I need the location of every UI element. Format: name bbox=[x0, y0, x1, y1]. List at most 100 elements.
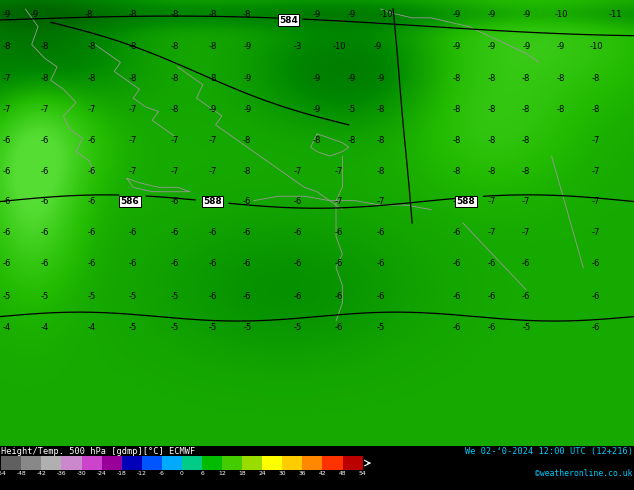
Text: -9: -9 bbox=[376, 74, 385, 82]
Text: -9: -9 bbox=[313, 105, 321, 114]
Text: -6: -6 bbox=[592, 323, 600, 332]
Text: -5: -5 bbox=[87, 292, 96, 301]
Text: -8: -8 bbox=[170, 74, 179, 82]
Text: -10: -10 bbox=[332, 42, 346, 51]
Text: -5: -5 bbox=[170, 323, 179, 332]
Text: -8: -8 bbox=[376, 105, 385, 114]
Bar bbox=[323, 457, 342, 470]
Text: -9: -9 bbox=[243, 42, 252, 51]
Text: -6: -6 bbox=[243, 260, 252, 269]
Text: -9: -9 bbox=[243, 105, 252, 114]
Text: -8: -8 bbox=[129, 74, 138, 82]
Text: -10: -10 bbox=[380, 10, 394, 19]
Text: -8: -8 bbox=[170, 42, 179, 51]
Text: -9: -9 bbox=[208, 105, 217, 114]
Text: -6: -6 bbox=[592, 292, 600, 301]
Text: -12: -12 bbox=[137, 471, 146, 476]
Bar bbox=[242, 457, 262, 470]
Text: -7: -7 bbox=[2, 105, 11, 114]
Text: -6: -6 bbox=[452, 323, 461, 332]
Text: -6: -6 bbox=[376, 260, 385, 269]
Text: -7: -7 bbox=[452, 197, 461, 206]
Text: -6: -6 bbox=[170, 197, 179, 206]
Text: -48: -48 bbox=[16, 471, 26, 476]
Text: -6: -6 bbox=[452, 292, 461, 301]
Text: -9: -9 bbox=[452, 10, 461, 19]
Text: -8: -8 bbox=[452, 105, 461, 114]
Text: -6: -6 bbox=[487, 292, 496, 301]
Text: -7: -7 bbox=[592, 197, 600, 206]
Text: -8: -8 bbox=[243, 167, 252, 176]
Text: -6: -6 bbox=[208, 260, 217, 269]
Text: -7: -7 bbox=[592, 228, 600, 237]
Text: -6: -6 bbox=[170, 260, 179, 269]
Text: 6: 6 bbox=[200, 471, 204, 476]
Text: -6: -6 bbox=[170, 228, 179, 237]
Text: -54: -54 bbox=[0, 471, 6, 476]
Text: -6: -6 bbox=[592, 260, 600, 269]
Text: -7: -7 bbox=[335, 167, 344, 176]
Text: -8: -8 bbox=[452, 74, 461, 82]
Text: -5: -5 bbox=[208, 323, 217, 332]
Text: -5: -5 bbox=[129, 323, 138, 332]
Text: -8: -8 bbox=[452, 136, 461, 145]
Text: -6: -6 bbox=[335, 228, 344, 237]
Text: -7: -7 bbox=[2, 74, 11, 82]
Text: -6: -6 bbox=[208, 292, 217, 301]
Text: -7: -7 bbox=[208, 167, 217, 176]
Text: -6: -6 bbox=[129, 197, 138, 206]
Text: -5: -5 bbox=[347, 105, 356, 114]
Text: -7: -7 bbox=[170, 167, 179, 176]
Text: -8: -8 bbox=[452, 167, 461, 176]
Text: -6: -6 bbox=[376, 292, 385, 301]
Text: -6: -6 bbox=[129, 228, 138, 237]
Text: -6: -6 bbox=[40, 167, 49, 176]
Text: -6: -6 bbox=[294, 228, 302, 237]
Bar bbox=[1, 457, 22, 470]
Bar bbox=[122, 457, 142, 470]
Text: -8: -8 bbox=[129, 10, 138, 19]
Text: -8: -8 bbox=[376, 167, 385, 176]
Text: -8: -8 bbox=[87, 42, 96, 51]
Text: -8: -8 bbox=[487, 136, 496, 145]
Text: -9: -9 bbox=[2, 10, 11, 19]
Text: -7: -7 bbox=[129, 136, 138, 145]
Text: -7: -7 bbox=[87, 105, 96, 114]
Text: -9: -9 bbox=[522, 42, 531, 51]
Text: -6: -6 bbox=[87, 260, 96, 269]
Text: -6: -6 bbox=[40, 136, 49, 145]
Bar bbox=[302, 457, 323, 470]
Text: -6: -6 bbox=[487, 323, 496, 332]
Text: 586: 586 bbox=[120, 197, 139, 206]
Text: -6: -6 bbox=[335, 292, 344, 301]
Text: -6: -6 bbox=[87, 167, 96, 176]
Text: -8: -8 bbox=[522, 105, 531, 114]
Bar bbox=[222, 457, 242, 470]
Text: -8: -8 bbox=[243, 10, 252, 19]
Text: -9: -9 bbox=[487, 10, 496, 19]
Text: -8: -8 bbox=[243, 136, 252, 145]
Text: 24: 24 bbox=[259, 471, 266, 476]
Text: -8: -8 bbox=[522, 136, 531, 145]
Text: -8: -8 bbox=[557, 74, 566, 82]
Text: -6: -6 bbox=[2, 197, 11, 206]
Text: -30: -30 bbox=[77, 471, 86, 476]
Bar bbox=[41, 457, 61, 470]
Text: -7: -7 bbox=[522, 197, 531, 206]
Text: -6: -6 bbox=[2, 260, 11, 269]
Text: -18: -18 bbox=[117, 471, 127, 476]
Text: -6: -6 bbox=[208, 197, 217, 206]
Text: -5: -5 bbox=[294, 323, 302, 332]
Text: -7: -7 bbox=[294, 167, 302, 176]
Text: 12: 12 bbox=[218, 471, 226, 476]
Bar bbox=[101, 457, 122, 470]
Text: -10: -10 bbox=[589, 42, 603, 51]
Text: -8: -8 bbox=[208, 10, 217, 19]
Bar bbox=[202, 457, 222, 470]
Text: -9: -9 bbox=[347, 10, 356, 19]
Text: -6: -6 bbox=[294, 260, 302, 269]
Text: -6: -6 bbox=[208, 228, 217, 237]
Bar bbox=[282, 457, 302, 470]
Text: -9: -9 bbox=[557, 42, 566, 51]
Text: -8: -8 bbox=[87, 74, 96, 82]
